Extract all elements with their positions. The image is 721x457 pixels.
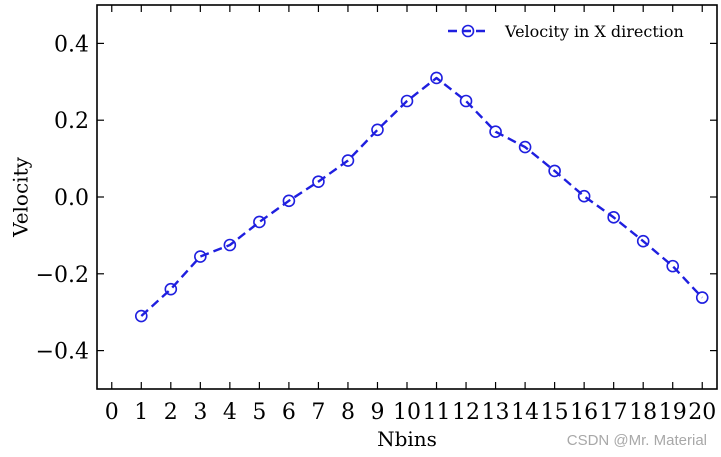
y-tick-label: −0.4 <box>36 340 89 365</box>
x-tick-label: 2 <box>164 400 178 425</box>
series-line <box>140 76 704 317</box>
x-tick-label: 15 <box>541 400 569 425</box>
x-tick-label: 14 <box>511 400 539 425</box>
y-tick-label: 0.2 <box>54 109 89 134</box>
data-point <box>253 215 266 229</box>
x-tick-label: 13 <box>482 400 510 425</box>
y-axis: −0.4 −0.2 0.0 0.2 0.4 <box>36 32 717 365</box>
legend-entry-label: Velocity in X direction <box>504 22 684 41</box>
plot-border <box>96 4 718 390</box>
data-point <box>666 259 680 273</box>
data-point <box>164 282 178 296</box>
x-tick-label: 0 <box>105 400 119 425</box>
x-tick-label: 5 <box>252 400 266 425</box>
x-tick-label: 17 <box>600 400 628 425</box>
x-tick-label: 19 <box>659 400 687 425</box>
x-tick-label: 7 <box>311 400 325 425</box>
x-tick-label: 6 <box>282 400 296 425</box>
data-point <box>607 211 620 224</box>
data-point <box>312 175 325 188</box>
y-tick-label: −0.2 <box>36 263 89 288</box>
y-tick-label: 0.0 <box>54 186 89 211</box>
data-point <box>282 194 296 208</box>
data-point <box>134 309 148 323</box>
x-axis-label: Nbins <box>377 427 437 451</box>
x-tick-label: 12 <box>452 400 480 425</box>
data-point <box>548 164 561 178</box>
plot-frame <box>96 4 718 390</box>
y-tick-label: 0.4 <box>54 32 89 57</box>
x-tick-label: 9 <box>370 400 384 425</box>
x-tick-label: 1 <box>134 400 148 425</box>
data-point <box>194 250 207 263</box>
data-point <box>400 94 414 108</box>
legend-box <box>442 17 702 45</box>
x-tick-label: 16 <box>570 400 598 425</box>
x-axis: 0 1 2 3 4 5 6 7 8 9 10 11 12 13 14 15 16 17 18 19 20 <box>105 5 716 425</box>
data-point <box>636 234 650 248</box>
data-point <box>577 189 591 203</box>
data-point <box>341 154 355 167</box>
legend-marker <box>461 24 475 38</box>
y-axis-label: Velocity <box>9 156 33 238</box>
data-point <box>695 291 709 304</box>
x-tick-label: 20 <box>688 400 716 425</box>
x-tick-label: 10 <box>393 400 421 425</box>
legend: Velocity in X direction <box>442 17 702 45</box>
data-point <box>489 125 502 139</box>
x-tick-label: 18 <box>629 400 657 425</box>
data-point <box>430 71 443 85</box>
data-point <box>459 94 473 108</box>
x-tick-label: 11 <box>423 400 451 425</box>
x-tick-label: 8 <box>341 400 355 425</box>
x-tick-label: 3 <box>193 400 207 425</box>
data-point <box>371 123 384 137</box>
watermark: CSDN @Mr. Material <box>566 432 707 449</box>
series-layer <box>134 71 709 323</box>
x-tick-label: 4 <box>223 400 237 425</box>
data-point <box>223 238 237 252</box>
data-point <box>518 140 532 154</box>
